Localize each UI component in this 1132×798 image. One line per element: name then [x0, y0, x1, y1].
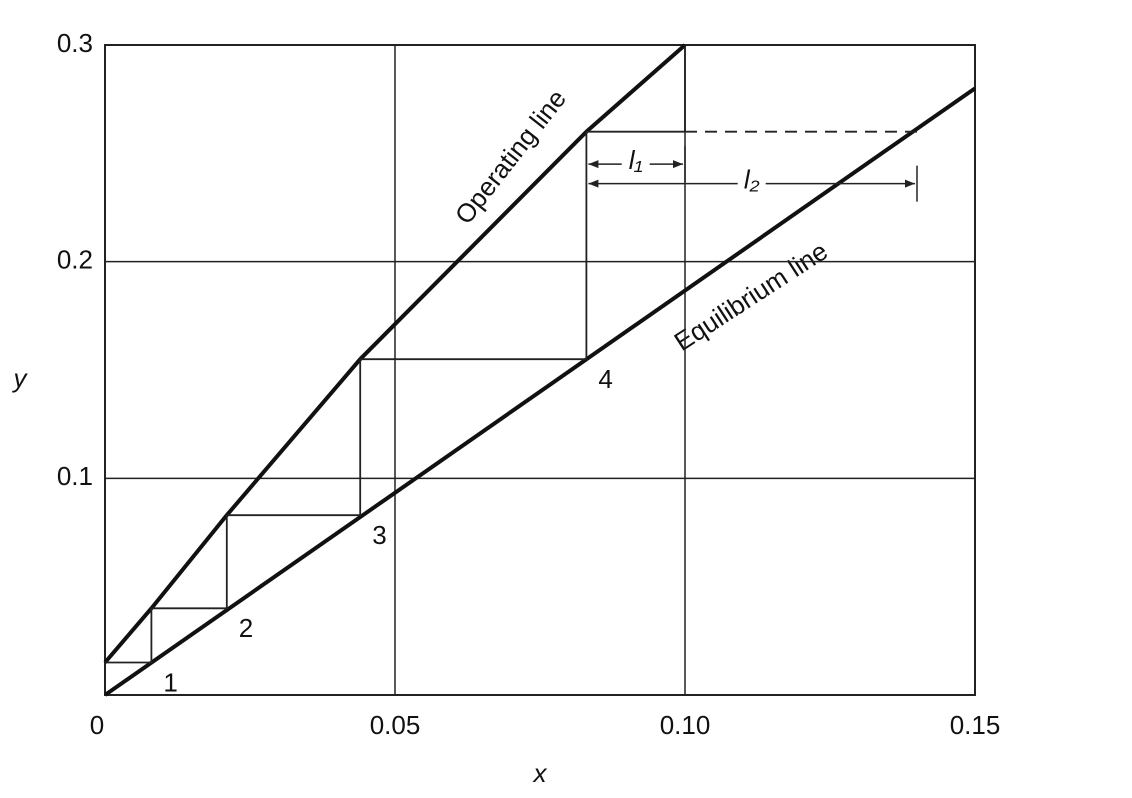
y-axis-label: y — [12, 363, 29, 393]
arrow-head — [905, 179, 915, 188]
x-axis-label: x — [532, 758, 548, 788]
x-tick-label: 0.15 — [950, 710, 1001, 740]
x-tick-label: 0.10 — [660, 710, 711, 740]
series-line — [103, 43, 687, 664]
arrow-head — [588, 160, 599, 169]
stage-steps — [105, 45, 686, 664]
stage-label: 4 — [598, 364, 612, 394]
x-tick-label: 0 — [90, 710, 104, 740]
y-tick-label: 0.2 — [57, 245, 93, 275]
stage-label: 3 — [372, 520, 386, 550]
plot-frame — [104, 44, 976, 696]
stage-label: 1 — [163, 667, 177, 697]
series-line — [103, 86, 977, 697]
x-tick-label: 0.05 — [370, 710, 421, 740]
stage-label: 2 — [239, 613, 253, 643]
y-tick-label: 0.1 — [57, 461, 93, 491]
y-tick-label: 0.3 — [57, 28, 93, 58]
dimension-label: l₂ — [744, 165, 760, 195]
dimension-label: l₁ — [629, 145, 643, 175]
arrow-head — [673, 160, 683, 169]
arrow-head — [588, 179, 599, 188]
equilibrium-line-label: Equilibrium line — [669, 236, 833, 357]
